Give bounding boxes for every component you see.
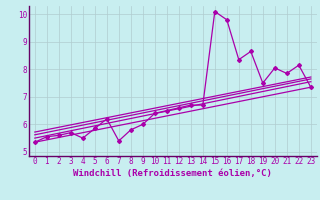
X-axis label: Windchill (Refroidissement éolien,°C): Windchill (Refroidissement éolien,°C) (73, 169, 272, 178)
